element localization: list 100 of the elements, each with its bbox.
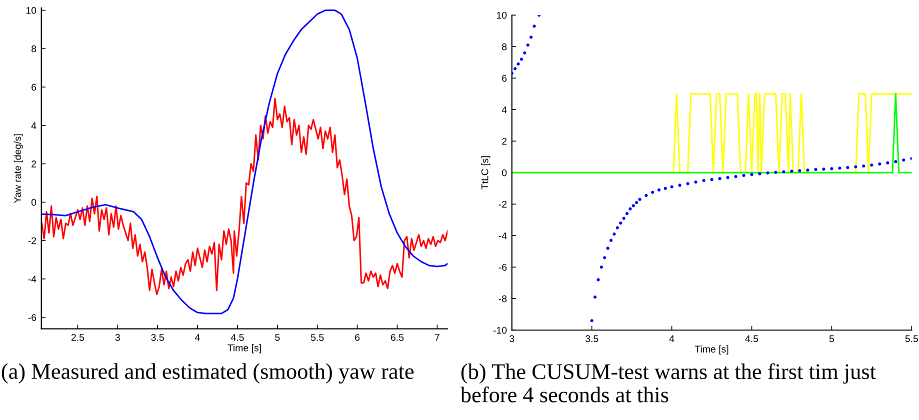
y-tick-label: -10: [493, 326, 507, 334]
y-tick-label: -2: [498, 200, 507, 208]
y-tick-label: 10: [26, 7, 36, 14]
point: [625, 212, 629, 216]
point: [532, 24, 536, 28]
x-tick-label: 7: [434, 334, 440, 341]
point: [806, 168, 810, 172]
y-tick-label: -2: [28, 237, 36, 244]
point: [657, 188, 661, 192]
point: [814, 168, 818, 172]
point: [644, 194, 648, 198]
point: [651, 190, 654, 194]
point: [838, 166, 842, 170]
point: [603, 256, 606, 260]
point: [846, 166, 850, 170]
point: [593, 295, 597, 299]
y-tick-label: 8: [32, 45, 36, 52]
point: [886, 161, 890, 164]
y-tick-label: 4: [31, 122, 36, 129]
point: [516, 62, 520, 66]
point: [622, 216, 626, 220]
point: [526, 43, 530, 47]
y-axis-title: Yaw rate [deg/s]: [14, 134, 23, 203]
point: [774, 170, 778, 174]
point: [702, 178, 706, 182]
point: [514, 67, 517, 70]
point: [782, 170, 786, 174]
y-tick-label: -6: [28, 314, 36, 321]
x-tick-label: 3: [115, 334, 120, 341]
point: [616, 226, 619, 230]
text: (a) Measured and estimated (smooth) yaw rate: [2, 363, 414, 384]
point: [854, 165, 858, 168]
point: [862, 164, 866, 168]
point: [766, 171, 770, 174]
y-tick-label: -4: [498, 232, 507, 240]
x-tick-label: 3.5: [151, 334, 164, 341]
point: [718, 177, 722, 180]
text: (b) The CUSUM-test warns at the first tim just before 4 seconds at this: [460, 363, 876, 402]
y-axis-title: TtLC [s]: [481, 156, 490, 190]
x-tick-label: 5: [829, 335, 834, 342]
x-tick-label: 5.5: [905, 335, 918, 342]
point: [822, 168, 826, 171]
y-tick-label: 6: [502, 74, 507, 82]
line-series: [41, 98, 448, 296]
line-series: [41, 10, 448, 314]
x-tick-label: 4.5: [745, 335, 758, 342]
point: [609, 238, 613, 242]
point: [664, 186, 667, 190]
y-tick-label: 2: [32, 160, 36, 168]
x-tick-label: 4.5: [230, 334, 244, 341]
x-tick-label: 5.5: [310, 334, 324, 341]
point: [742, 174, 746, 178]
y-tick-label: 2: [502, 138, 507, 145]
point: [734, 175, 738, 178]
x-tick-label: 6: [355, 334, 360, 341]
x-tick-label: 4: [669, 335, 674, 342]
point: [830, 167, 834, 170]
point: [590, 319, 594, 322]
point: [530, 36, 533, 39]
point: [596, 278, 600, 282]
point: [635, 200, 638, 204]
y-tick-label: 10: [496, 12, 507, 19]
point: [612, 232, 616, 236]
point: [632, 204, 635, 208]
point: [628, 207, 632, 210]
point: [870, 164, 874, 167]
point: [894, 160, 898, 164]
x-tick-label: 6.5: [390, 334, 404, 341]
point: [878, 162, 882, 166]
point: [523, 51, 526, 54]
y-tick-label: 0: [31, 198, 36, 206]
y-tick-label: -8: [498, 295, 507, 302]
y-tick-label: -6: [498, 264, 507, 271]
point: [678, 184, 682, 187]
x-tick-label: 3: [510, 335, 514, 342]
y-tick-label: 8: [502, 43, 507, 50]
point: [750, 172, 754, 176]
y-tick-label: 6: [32, 84, 36, 91]
x-axis-title: Time [s]: [228, 344, 261, 354]
point: [520, 58, 524, 61]
point: [670, 185, 674, 188]
point: [694, 180, 698, 184]
point: [902, 158, 906, 162]
x-tick-label: 4: [195, 334, 200, 341]
point: [638, 198, 642, 201]
y-tick-label: 0: [502, 169, 507, 176]
point: [726, 176, 730, 180]
point: [710, 178, 714, 182]
point: [686, 182, 690, 186]
x-tick-label: 2.5: [71, 334, 84, 341]
point: [600, 266, 603, 269]
point: [758, 172, 762, 176]
y-tick-label: -4: [28, 276, 36, 282]
point: [619, 221, 622, 225]
point: [606, 246, 610, 250]
y-tick-label: 4: [502, 106, 507, 114]
point: [798, 169, 802, 172]
x-tick-label: 3.5: [585, 335, 598, 342]
point: [790, 170, 794, 173]
x-tick-label: 5: [275, 334, 280, 341]
